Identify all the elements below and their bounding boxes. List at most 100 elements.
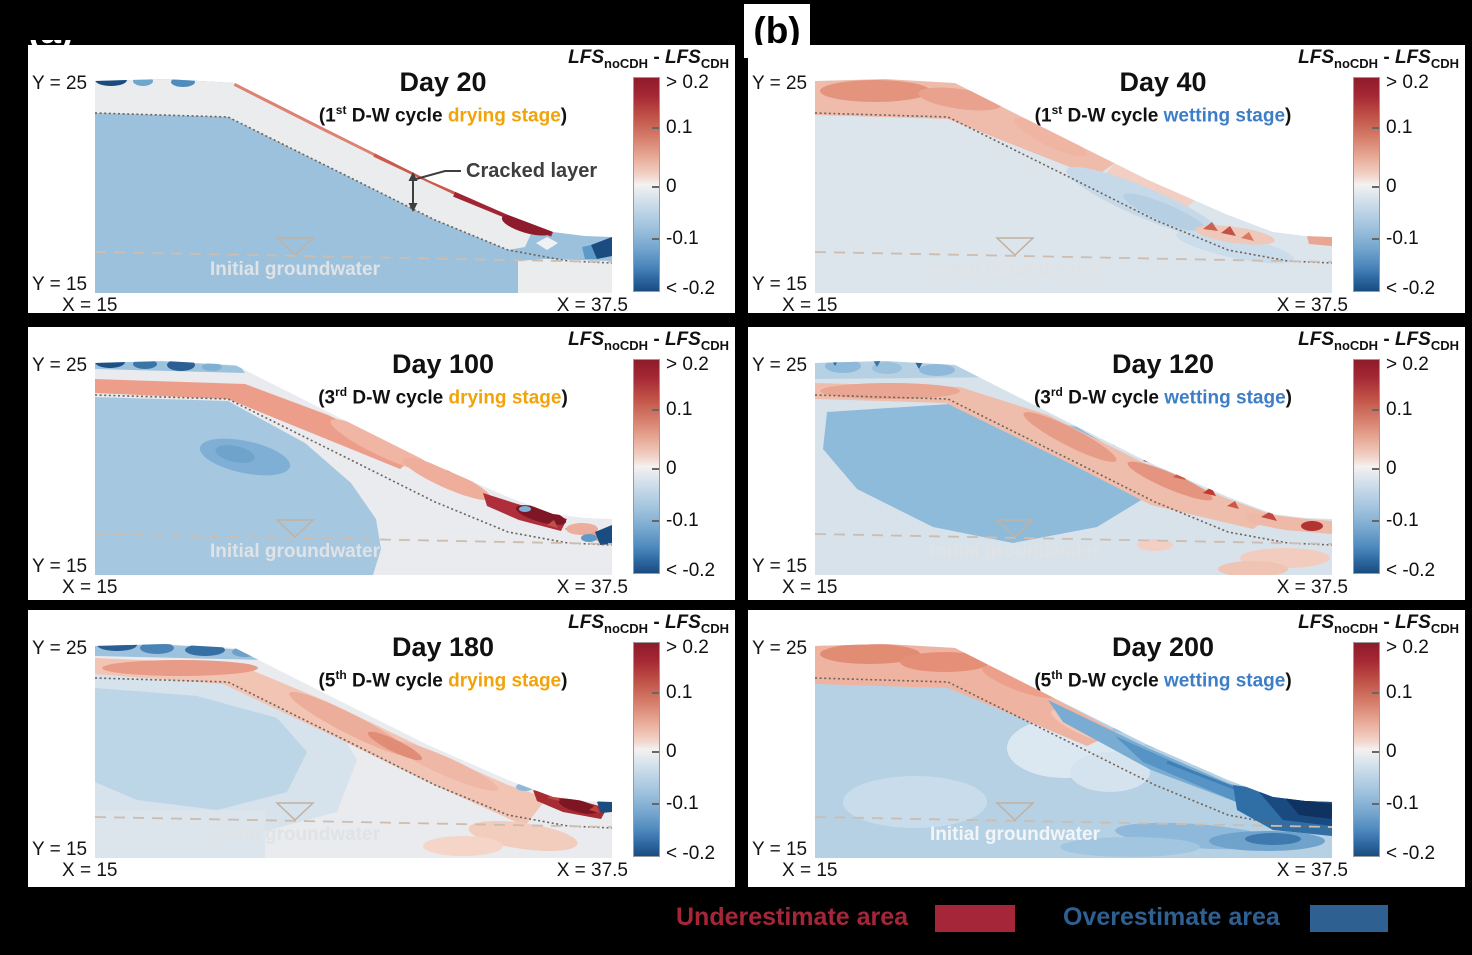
groundwater-label: Initial groundwater xyxy=(210,824,381,845)
panel-day20: LFSnoCDH - LFSCDH Day 20 (1st D-W cycle … xyxy=(28,45,735,316)
x-axis-right-label: X = 37.5 xyxy=(1276,860,1348,881)
ordinal-suffix: st xyxy=(335,103,347,117)
colorbar-tick: 0.1 xyxy=(1386,117,1413,138)
x-axis-left-label: X = 15 xyxy=(782,295,838,316)
colorbar-tick: 0.1 xyxy=(666,682,693,703)
water-table-icon xyxy=(995,237,1035,257)
colorbar-tick: > 0.2 xyxy=(1386,637,1429,658)
colorbar-tick: 0 xyxy=(1386,176,1397,197)
colorbar-title: LFSnoCDH - LFSCDH xyxy=(568,329,729,353)
y-axis-bottom-label: Y = 15 xyxy=(752,839,808,860)
panel-subtitle: (3rd D-W cycle wetting stage) xyxy=(1033,385,1292,409)
groundwater-label: Initial groundwater xyxy=(210,259,381,280)
contour-fill xyxy=(95,644,612,858)
y-axis-bottom-label: Y = 15 xyxy=(32,839,88,860)
groundwater-line xyxy=(95,533,613,545)
colorbar-tick: -0.1 xyxy=(1386,228,1419,249)
water-table-icon xyxy=(275,802,315,822)
panel-title: Day 200 xyxy=(1111,632,1215,662)
x-axis-right-label: X = 37.5 xyxy=(556,860,628,881)
groundwater-line xyxy=(95,251,613,263)
y-axis-bottom-label: Y = 15 xyxy=(752,556,808,577)
legend-overestimate-swatch xyxy=(1310,905,1388,932)
colorbar-gradient xyxy=(633,77,660,292)
cracked-layer-annotation: Cracked layer xyxy=(408,160,597,212)
colorbar-tick: > 0.2 xyxy=(1386,354,1429,375)
crack-boundary-line xyxy=(815,394,1333,546)
colorbar-tick: < -0.2 xyxy=(666,843,716,864)
colorbar-gradient xyxy=(1353,359,1380,574)
crack-boundary-line xyxy=(815,677,1333,829)
legend-underestimate-label: Underestimate area xyxy=(676,903,909,931)
panel-subtitle: (5th D-W cycle drying stage) xyxy=(318,668,568,692)
contour-plot-day200: Initial groundwater xyxy=(815,644,1333,858)
panel-subtitle: (1st D-W cycle drying stage) xyxy=(318,103,568,127)
colorbar-tick: -0.1 xyxy=(1386,510,1419,531)
arrow-up-icon xyxy=(408,172,418,181)
groundwater-line xyxy=(95,816,613,828)
colorbar-tick: 0 xyxy=(666,741,677,762)
ordinal-suffix: rd xyxy=(335,385,348,399)
colorbar: > 0.2 0.1 0 -0.1 < -0.2 xyxy=(633,72,715,299)
x-axis-left-label: X = 15 xyxy=(62,577,118,598)
colorbar-tick: 0 xyxy=(666,176,677,197)
water-table-icon xyxy=(995,519,1035,539)
colorbar: > 0.2 0.1 0 -0.1 < -0.2 xyxy=(633,354,715,581)
ordinal-suffix: st xyxy=(1051,103,1063,117)
stage-label: wetting stage xyxy=(1163,670,1286,692)
water-table-icon xyxy=(275,237,315,257)
colorbar-gradient xyxy=(633,359,660,574)
panel-subtitle: (5th D-W cycle wetting stage) xyxy=(1034,668,1292,692)
y-axis-top-label: Y = 25 xyxy=(32,73,88,94)
panel-day40: LFSnoCDH - LFSCDH Day 40 (1st D-W cycle … xyxy=(748,45,1465,316)
crack-boundary-line xyxy=(95,112,613,264)
colorbar-title: LFSnoCDH - LFSCDH xyxy=(1298,329,1459,353)
panel-title: Day 20 xyxy=(399,67,487,97)
y-axis-bottom-label: Y = 15 xyxy=(752,274,808,295)
colorbar-tick: > 0.2 xyxy=(666,637,709,658)
crack-boundary-line xyxy=(95,394,613,546)
x-axis-right-label: X = 37.5 xyxy=(556,577,628,598)
colorbar-tick: 0.1 xyxy=(666,117,693,138)
x-axis-left-label: X = 15 xyxy=(62,860,118,881)
contour-plot-day120: Initial groundwater xyxy=(815,361,1333,575)
stage-label: wetting stage xyxy=(1163,105,1286,127)
water-table-icon xyxy=(995,802,1035,822)
panel-day120: LFSnoCDH - LFSCDH Day 120 (3rd D-W cycle… xyxy=(748,327,1465,600)
panel-subtitle: (1st D-W cycle wetting stage) xyxy=(1034,103,1292,127)
colorbar-title: LFSnoCDH - LFSCDH xyxy=(1298,612,1459,636)
groundwater-line xyxy=(815,251,1333,263)
colorbar-tick: < -0.2 xyxy=(666,278,716,299)
stage-label: drying stage xyxy=(448,387,562,409)
colorbar: > 0.2 0.1 0 -0.1 < -0.2 xyxy=(1353,354,1435,581)
panel-day180: LFSnoCDH - LFSCDH Day 180 (5th D-W cycle… xyxy=(28,610,735,887)
panel-subtitle: (3rd D-W cycle drying stage) xyxy=(318,385,568,409)
crack-boundary-line xyxy=(95,677,613,829)
x-axis-right-label: X = 37.5 xyxy=(1276,295,1348,316)
colorbar-gradient xyxy=(1353,77,1380,292)
cracked-layer-label: Cracked layer xyxy=(466,160,597,182)
colorbar-tick: 0.1 xyxy=(1386,682,1413,703)
y-axis-bottom-label: Y = 15 xyxy=(32,556,88,577)
y-axis-bottom-label: Y = 15 xyxy=(32,274,88,295)
contour-plot-day100: Initial groundwater xyxy=(95,361,613,575)
colorbar-tick: > 0.2 xyxy=(666,72,709,93)
panel-title: Day 180 xyxy=(391,632,495,662)
colorbar-tick: < -0.2 xyxy=(1386,843,1436,864)
colorbar-gradient xyxy=(633,642,660,857)
colorbar-gradient xyxy=(1353,642,1380,857)
colorbar-tick: < -0.2 xyxy=(1386,278,1436,299)
groundwater-line xyxy=(815,816,1333,828)
groundwater-label: Initial groundwater xyxy=(930,259,1101,280)
colorbar-tick: < -0.2 xyxy=(666,560,716,581)
groundwater-line xyxy=(815,533,1333,545)
groundwater-label: Initial groundwater xyxy=(930,824,1101,845)
colorbar: > 0.2 0.1 0 -0.1 < -0.2 xyxy=(1353,72,1435,299)
colorbar-tick: -0.1 xyxy=(666,228,699,249)
legend-overestimate-label: Overestimate area xyxy=(1063,903,1280,931)
groundwater-label: Initial groundwater xyxy=(930,541,1101,562)
ordinal-suffix: th xyxy=(335,668,347,682)
stage-label: drying stage xyxy=(448,670,562,692)
x-axis-left-label: X = 15 xyxy=(782,577,838,598)
